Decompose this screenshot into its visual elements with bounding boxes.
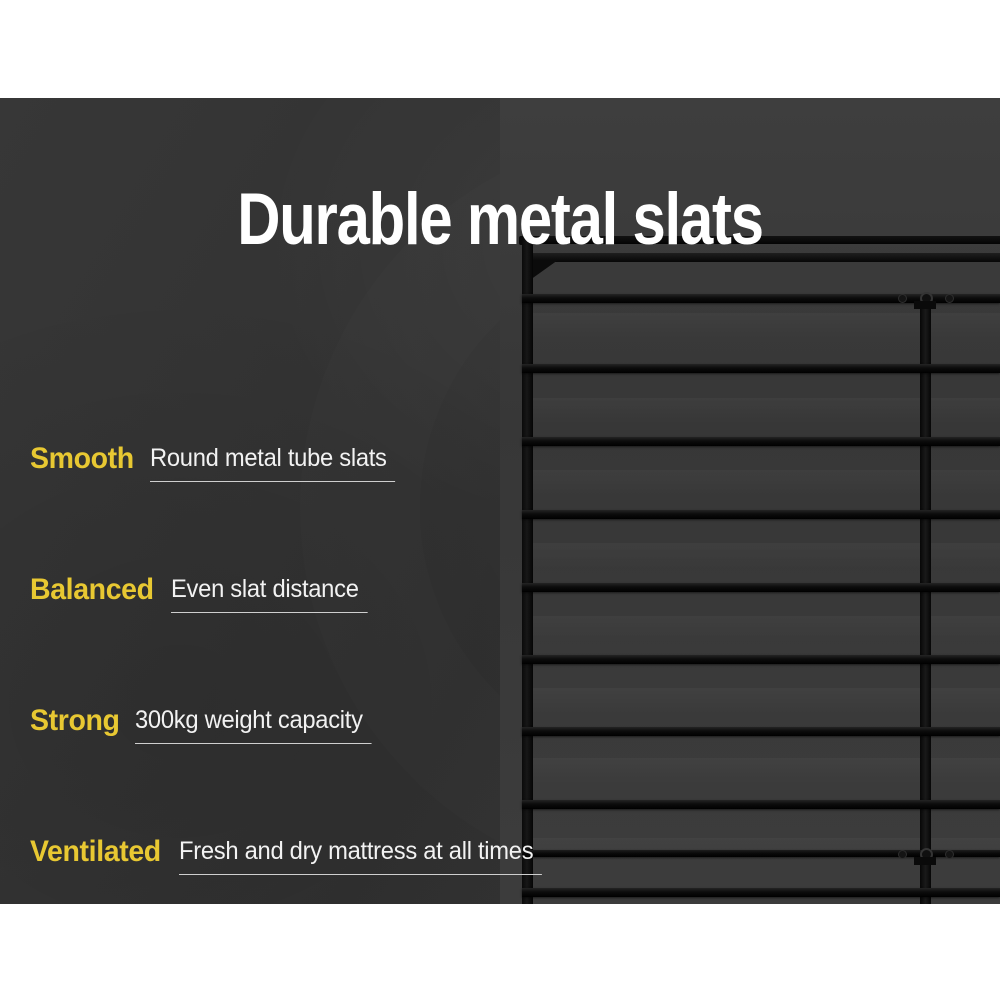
slat — [522, 583, 1000, 592]
bolt-icon — [898, 294, 907, 303]
slat — [522, 655, 1000, 664]
slat — [522, 364, 1000, 373]
feature-item-strong: Strong 300kg weight capacity — [30, 605, 550, 744]
slat — [522, 294, 1000, 303]
slat — [522, 437, 1000, 446]
bolt-icon — [945, 850, 954, 859]
bracket-plate — [914, 301, 936, 309]
feature-description: 300kg weight capacity — [135, 706, 372, 744]
feature-item-smooth: Smooth Round metal tube slats — [30, 343, 550, 482]
slat — [522, 850, 1000, 857]
bolt-icon — [898, 850, 907, 859]
feature-description: Fresh and dry mattress at all times — [178, 837, 542, 875]
slat-bracket — [898, 291, 954, 309]
left-side-rail — [522, 240, 533, 904]
frame-upper-cross-rail — [525, 253, 1000, 262]
frame-top-rail — [522, 236, 1000, 244]
corner-gusset — [530, 260, 558, 280]
slat — [522, 888, 1000, 897]
feature-label: Strong — [30, 704, 120, 737]
feature-list: Smooth Round metal tube slats Balanced E… — [30, 343, 550, 875]
feature-item-balanced: Balanced Even slat distance — [30, 474, 550, 613]
feature-description: Round metal tube slats — [150, 444, 396, 482]
slat — [522, 510, 1000, 519]
slat — [522, 727, 1000, 736]
bolt-icon — [945, 294, 954, 303]
feature-label: Smooth — [30, 442, 134, 475]
slat-bracket — [898, 847, 954, 865]
slat — [522, 800, 1000, 809]
centre-support-rail — [920, 294, 931, 904]
bracket-plate — [914, 857, 936, 865]
feature-item-ventilated: Ventilated Fresh and dry mattress at all… — [30, 736, 550, 875]
page-title: Durable metal slats — [237, 178, 764, 260]
feature-label: Ventilated — [30, 835, 161, 868]
feature-label: Balanced — [30, 573, 154, 606]
hero-panel: Durable metal slats Smooth Round metal t… — [0, 98, 1000, 904]
bed-frame-backdrop — [500, 98, 1000, 904]
feature-description: Even slat distance — [171, 575, 367, 613]
